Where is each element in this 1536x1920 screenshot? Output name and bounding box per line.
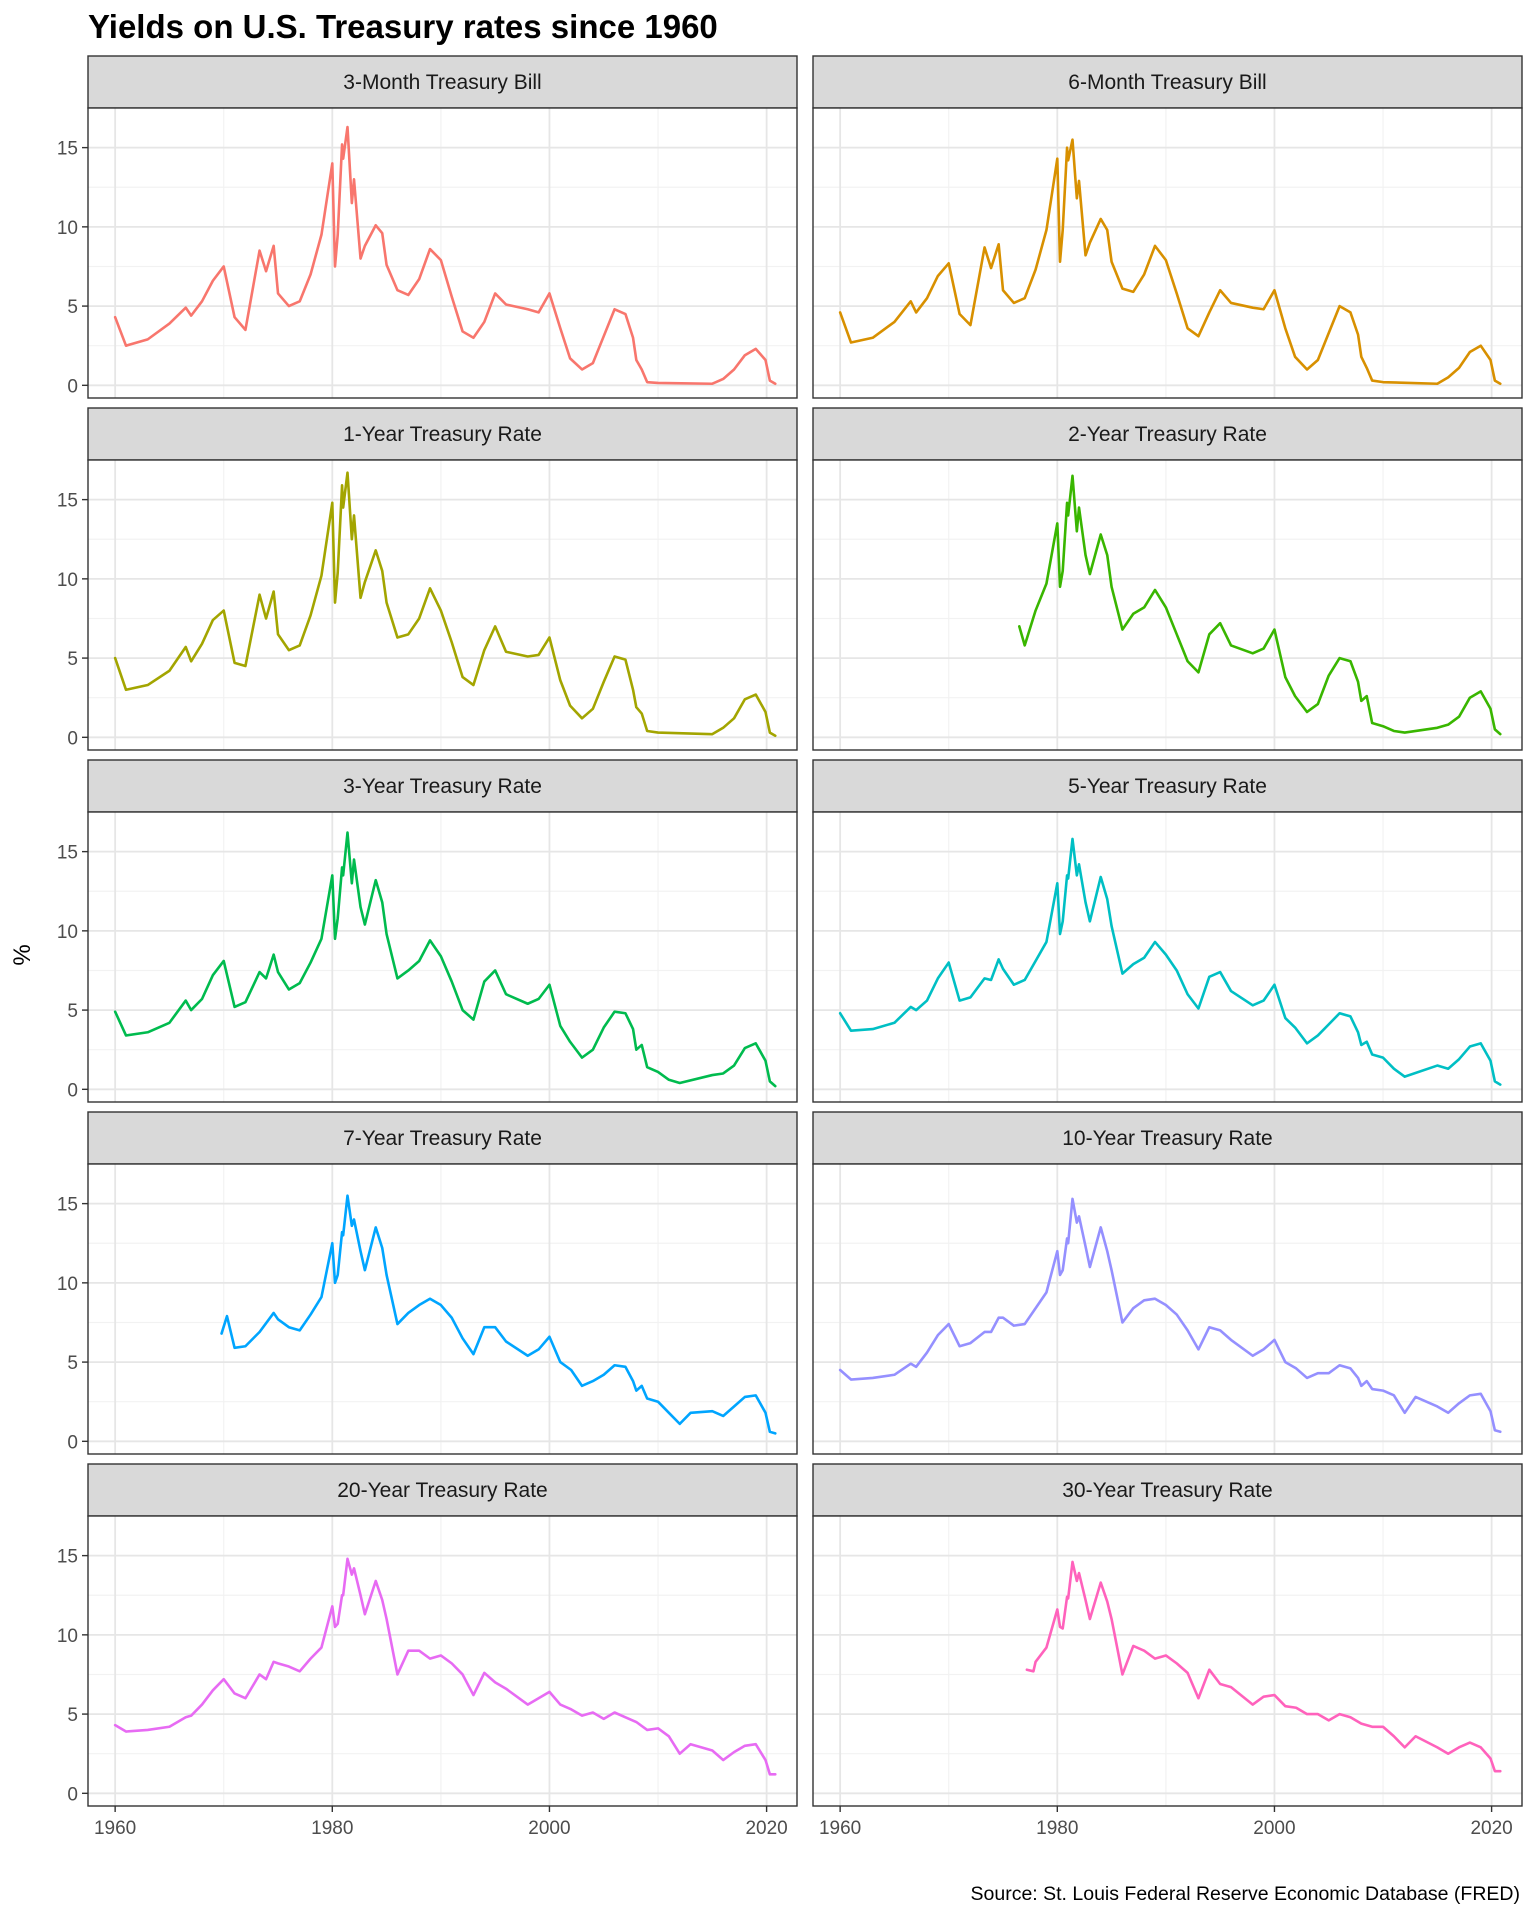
y-tick-label: 10 [57,922,78,943]
panel-border [87,107,798,399]
panel-6-month-treasury-bill: 6-Month Treasury Bill [812,55,1523,399]
plot-background [813,460,1522,750]
y-tick-label: 15 [57,1195,78,1216]
strip-20-year-treasury-rate [87,1463,798,1517]
panel-3-year-treasury-rate: 3-Year Treasury Rate 0 5 10 15 [57,759,798,1103]
y-tick-label: 0 [67,1432,78,1453]
panel-border [812,107,1523,399]
x-tick-label: 2000 [1253,1818,1295,1839]
source-caption: Source: St. Louis Federal Reserve Econom… [971,1883,1520,1905]
y-tick-label: 10 [57,218,78,239]
panel-border [87,459,798,751]
y-tick-label: 5 [67,649,78,670]
panel-30-year-treasury-rate: 30-Year Treasury Rate 1960 1980 2000 2020 [812,1463,1523,1839]
y-tick-label: 10 [57,1626,78,1647]
panel-border [812,459,1523,751]
y-tick-label: 5 [67,1353,78,1374]
strip-label: 6-Month Treasury Bill [1068,71,1266,94]
plot-background [88,460,797,750]
x-tick-label: 1960 [819,1818,861,1839]
panel-2-year-treasury-rate: 2-Year Treasury Rate [812,407,1523,751]
strip-label: 3-Month Treasury Bill [343,71,541,94]
panel-border [87,1163,798,1455]
y-axis-label: % [9,944,36,965]
plot-background [813,1516,1522,1806]
y-tick-label: 10 [57,1274,78,1295]
plot-background [813,108,1522,398]
panel-border [87,811,798,1103]
strip-label: 3-Year Treasury Rate [343,775,542,798]
panel-1-year-treasury-rate: 1-Year Treasury Rate 0 5 10 15 [57,407,798,751]
panel-3-month-treasury-bill: 3-Month Treasury Bill 0 5 10 15 [57,55,798,399]
strip-2-year-treasury-rate [812,407,1523,461]
series-line-20-year-treasury-rate [113,1557,777,1776]
x-tick-label: 1960 [94,1818,136,1839]
strip-label: 20-Year Treasury Rate [337,1479,548,1502]
series-line-1-year-treasury-rate [113,471,777,738]
x-tick-label: 1980 [1036,1818,1078,1839]
panel-border [87,1515,798,1807]
plot-background [88,1516,797,1806]
strip-label: 30-Year Treasury Rate [1062,1479,1273,1502]
x-tick-label: 1980 [311,1818,353,1839]
y-tick-label: 0 [67,1080,78,1101]
strip-1-year-treasury-rate [87,407,798,461]
y-tick-label: 0 [67,376,78,397]
panel-border [812,1163,1523,1455]
strip-30-year-treasury-rate [812,1463,1523,1517]
plot-background [88,1164,797,1454]
chart-title: Yields on U.S. Treasury rates since 1960 [88,8,718,45]
panel-border [812,811,1523,1103]
strip-label: 5-Year Treasury Rate [1068,775,1267,798]
x-tick-label: 2000 [528,1818,570,1839]
y-tick-label: 0 [67,728,78,749]
panel-5-year-treasury-rate: 5-Year Treasury Rate [812,759,1523,1103]
x-tick-label: 2020 [1470,1818,1512,1839]
x-tick-label: 2020 [745,1818,787,1839]
panel-10-year-treasury-rate: 10-Year Treasury Rate [812,1111,1523,1455]
panel-20-year-treasury-rate: 20-Year Treasury Rate 0 5 10 15 1960 1980 2000 2… [57,1463,798,1839]
series-line-10-year-treasury-rate [838,1197,1502,1434]
series-line-3-month-treasury-bill [113,125,777,386]
strip-label: 7-Year Treasury Rate [343,1127,542,1150]
series-line-30-year-treasury-rate [1025,1560,1502,1773]
y-tick-label: 5 [67,1705,78,1726]
y-tick-label: 15 [57,139,78,160]
plot-background [88,108,797,398]
y-tick-label: 15 [57,491,78,512]
strip-label: 2-Year Treasury Rate [1068,423,1267,446]
plot-background [813,1164,1522,1454]
series-line-6-month-treasury-bill [838,138,1502,386]
y-tick-label: 10 [57,570,78,591]
y-tick-label: 15 [57,843,78,864]
series-line-2-year-treasury-rate [1017,474,1502,736]
series-line-3-year-treasury-rate [113,831,777,1088]
series-line-5-year-treasury-rate [838,837,1502,1086]
y-tick-label: 5 [67,297,78,318]
strip-3-month-treasury-bill [87,55,798,109]
panel-border [812,1515,1523,1807]
y-tick-label: 5 [67,1001,78,1022]
y-tick-label: 15 [57,1547,78,1568]
y-tick-label: 0 [67,1784,78,1805]
strip-label: 10-Year Treasury Rate [1062,1127,1273,1150]
facet-panels: 3-Month Treasury Bill 0 5 10 15 6-Month Treas… [57,55,1523,1839]
series-line-7-year-treasury-rate [220,1194,777,1435]
strip-label: 1-Year Treasury Rate [343,423,542,446]
panel-7-year-treasury-rate: 7-Year Treasury Rate 0 5 10 15 [57,1111,798,1455]
